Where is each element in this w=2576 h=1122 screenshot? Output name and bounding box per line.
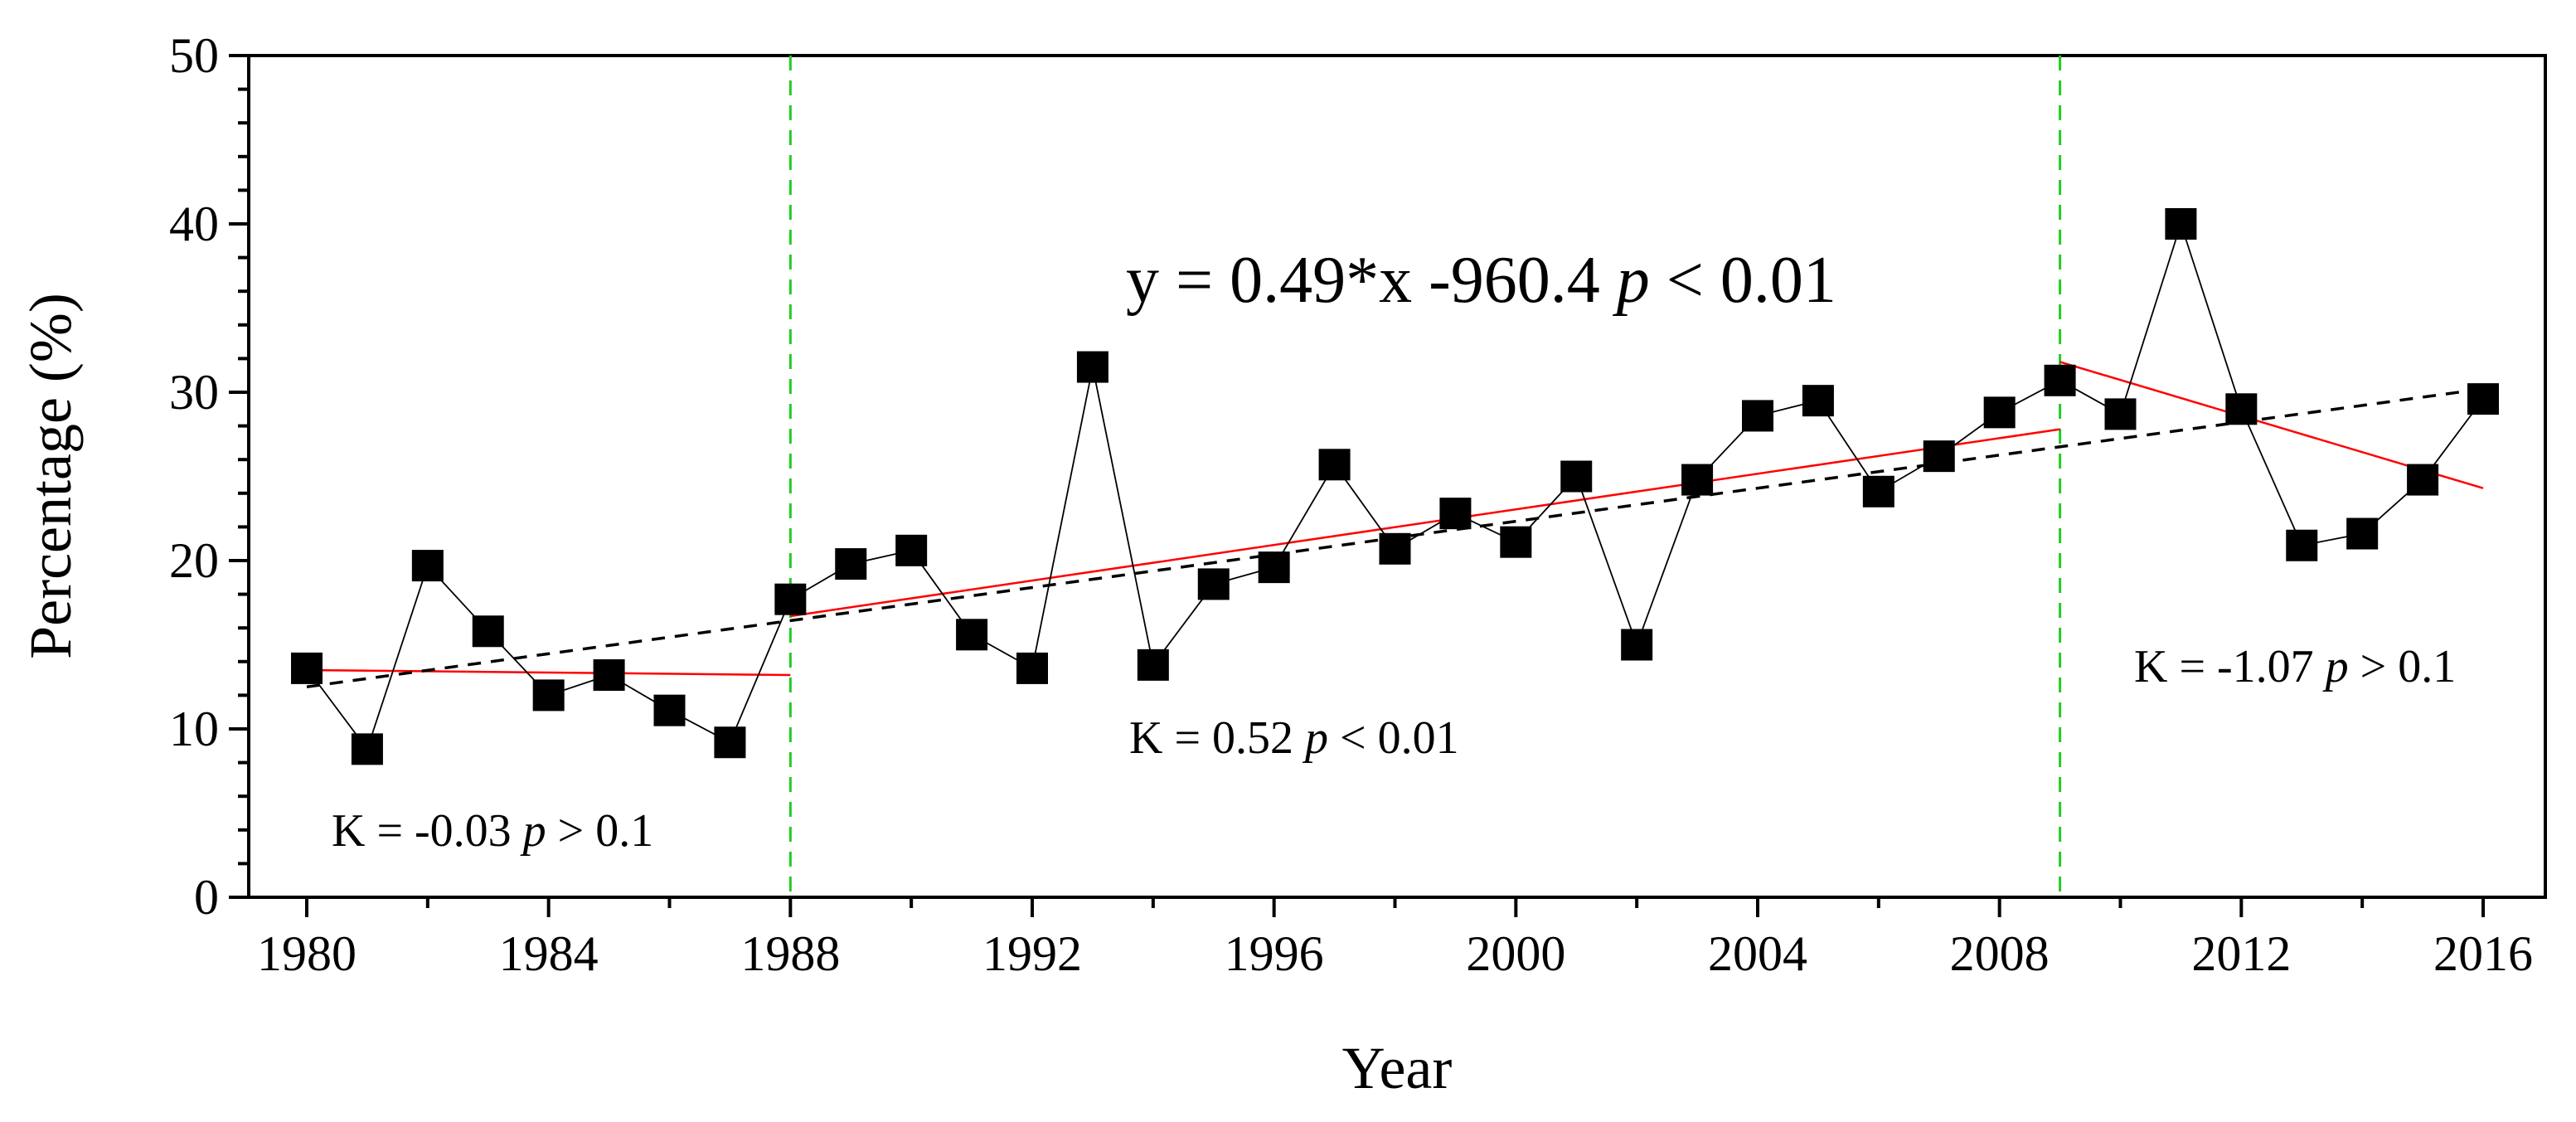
data-point-1983 bbox=[472, 615, 504, 648]
data-point-2002 bbox=[1621, 629, 1653, 661]
y-tick-label-10: 10 bbox=[169, 702, 219, 756]
data-point-1982 bbox=[411, 550, 444, 582]
plot-frame bbox=[247, 54, 2547, 899]
y-tick-label-20: 20 bbox=[169, 533, 219, 588]
annotation-segment-2: K = 0.52 p < 0.01 bbox=[1129, 712, 1459, 764]
x-tick-label-1980: 1980 bbox=[257, 926, 357, 981]
trend-line-segment-1988-2009 bbox=[790, 428, 2060, 618]
x-tick-label-2012: 2012 bbox=[2191, 926, 2291, 981]
data-point-1992 bbox=[1016, 652, 1048, 684]
data-point-2003 bbox=[1681, 464, 1714, 496]
data-point-2013 bbox=[2286, 529, 2318, 561]
trend-lines bbox=[306, 361, 2484, 688]
data-point-1988 bbox=[774, 583, 807, 615]
data-point-1980 bbox=[291, 652, 323, 684]
data-point-1995 bbox=[1197, 568, 1230, 600]
x-ticks: 1980 1984 1988 1992 1996 2000 2004 2008 2012 2016 bbox=[257, 897, 2533, 981]
x-tick-label-2016: 2016 bbox=[2433, 926, 2533, 981]
x-tick-label-1996: 1996 bbox=[1225, 926, 1324, 981]
data-point-2010 bbox=[2104, 398, 2137, 430]
data-point-2007 bbox=[1923, 440, 1955, 473]
change-point-lines bbox=[788, 56, 2062, 897]
data-point-1986 bbox=[653, 694, 686, 726]
x-tick-label-2004: 2004 bbox=[1708, 926, 1807, 981]
x-tick-label-1992: 1992 bbox=[982, 926, 1082, 981]
data-point-2005 bbox=[1802, 385, 1834, 417]
data-point-1997 bbox=[1318, 449, 1351, 481]
data-point-2016 bbox=[2467, 383, 2499, 415]
data-point-1985 bbox=[593, 659, 625, 692]
y-tick-label-0: 0 bbox=[194, 870, 219, 925]
data-point-2014 bbox=[2346, 517, 2379, 550]
data-point-1994 bbox=[1137, 648, 1169, 681]
y-tick-label-50: 50 bbox=[169, 28, 219, 83]
data-markers bbox=[291, 208, 2499, 765]
data-point-1990 bbox=[895, 534, 928, 566]
x-tick-label-2000: 2000 bbox=[1466, 926, 1565, 981]
data-point-2006 bbox=[1862, 475, 1894, 508]
y-axis-title: Percentage (%) bbox=[17, 293, 84, 659]
data-point-2008 bbox=[1983, 396, 2016, 429]
x-tick-label-1988: 1988 bbox=[740, 926, 840, 981]
data-point-1991 bbox=[956, 619, 988, 651]
data-point-1989 bbox=[835, 548, 867, 580]
data-point-2011 bbox=[2165, 208, 2197, 240]
annotation-equation: y = 0.49*x -960.4 p < 0.01 bbox=[1126, 244, 1836, 317]
data-point-2012 bbox=[2225, 393, 2258, 425]
data-point-1981 bbox=[351, 733, 383, 765]
y-tick-label-30: 30 bbox=[169, 365, 219, 420]
y-ticks: 0 10 20 30 40 50 bbox=[169, 28, 249, 925]
x-tick-label-1984: 1984 bbox=[499, 926, 599, 981]
data-point-2004 bbox=[1742, 400, 1773, 432]
data-point-2015 bbox=[2407, 464, 2439, 496]
data-point-1996 bbox=[1258, 551, 1290, 584]
data-point-1993 bbox=[1076, 351, 1109, 383]
data-point-1998 bbox=[1379, 532, 1411, 565]
x-tick-label-2008: 2008 bbox=[1950, 926, 2050, 981]
data-point-1984 bbox=[532, 679, 565, 712]
x-axis-title: Year bbox=[1342, 1035, 1453, 1101]
annotation-segment-1: K = -0.03 p > 0.1 bbox=[332, 805, 653, 857]
y-tick-label-40: 40 bbox=[169, 197, 219, 251]
data-point-1999 bbox=[1439, 498, 1472, 530]
data-point-2009 bbox=[2044, 364, 2076, 396]
data-point-2001 bbox=[1560, 460, 1593, 493]
trend-line-segment-1980-1988 bbox=[306, 668, 791, 677]
annotation-segment-3: K = -1.07 p > 0.1 bbox=[2134, 641, 2456, 692]
data-point-2000 bbox=[1500, 526, 1532, 558]
data-point-1987 bbox=[714, 726, 746, 759]
